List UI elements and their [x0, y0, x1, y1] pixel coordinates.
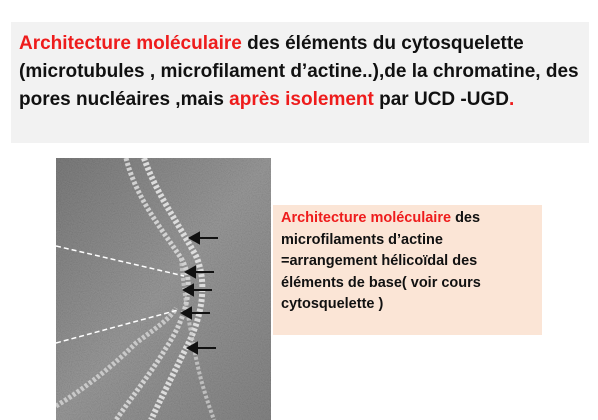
actin-filament-lower: [56, 306, 179, 409]
header-period: .: [508, 89, 515, 110]
arrow-icon: [181, 283, 212, 297]
caption-term: Architecture moléculaire: [281, 210, 452, 226]
guide-line-lower: [56, 309, 179, 344]
arrow-icon: [187, 231, 218, 245]
arrow-icon: [179, 306, 210, 320]
actin-filament-outer: [141, 158, 206, 420]
electron-micrograph-image: [56, 158, 271, 420]
micrograph-arrows: [179, 231, 218, 355]
header-highlight: après isolement: [229, 89, 374, 110]
header-title-box: Architecture moléculaire des éléments du…: [11, 22, 589, 143]
arrow-icon: [183, 265, 214, 279]
arrow-icon: [185, 341, 216, 355]
micrograph-drawing: [56, 158, 271, 420]
guide-line-upper: [56, 245, 185, 277]
header-text-part1: des éléments du cytosquelette (microtubu…: [19, 33, 579, 110]
caption-box: Architecture moléculaire des microfilame…: [273, 205, 542, 335]
caption-text: des microfilaments d’actine =arrangement…: [281, 210, 481, 312]
header-text-part2: par UCD -UGD: [373, 89, 509, 110]
actin-filament-upper: [113, 158, 191, 420]
header-term: Architecture moléculaire: [19, 33, 242, 54]
